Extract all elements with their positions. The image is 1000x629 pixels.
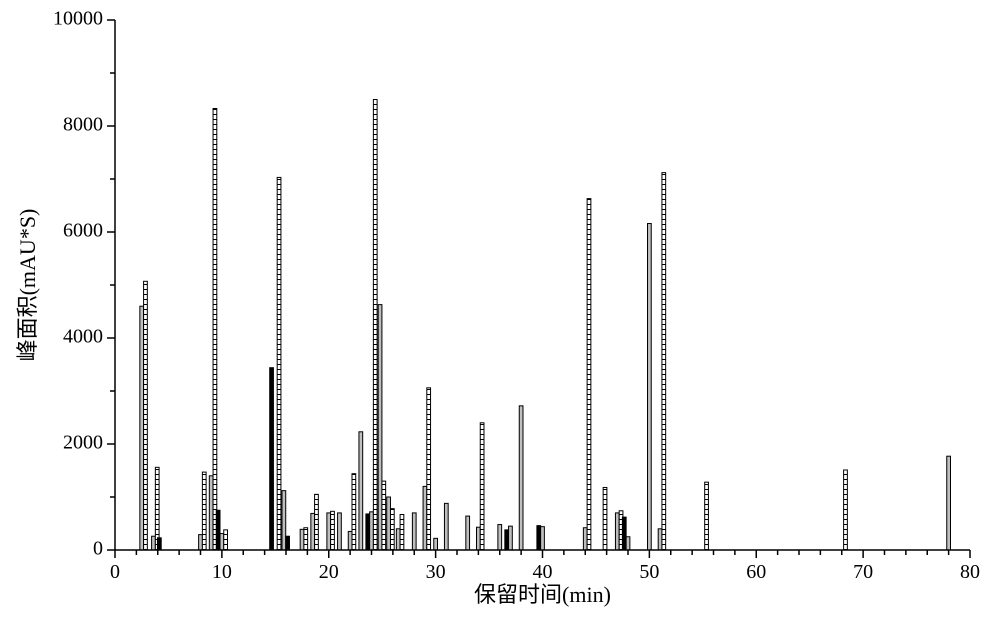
bar (157, 538, 161, 550)
bar (282, 491, 286, 550)
bar (382, 481, 386, 550)
x-tick-label: 0 (110, 561, 120, 583)
bar (537, 526, 541, 550)
bar (202, 472, 206, 550)
bar (498, 525, 502, 550)
bar (519, 406, 523, 550)
y-tick-label: 0 (93, 538, 103, 560)
x-tick-label: 20 (319, 561, 339, 583)
bar (199, 535, 203, 550)
bar (648, 224, 652, 550)
bar (947, 456, 951, 550)
bar (144, 281, 148, 550)
bar (615, 513, 619, 550)
bar (220, 534, 224, 550)
x-axis-label: 保留时间(min) (474, 582, 611, 607)
y-tick-label: 2000 (63, 432, 103, 454)
bar (400, 514, 404, 550)
bar (378, 305, 382, 550)
chart-container: 0 2000 4000 6000 8000 10000 0 10 20 30 40 50 60 70 80 保… (0, 0, 1000, 629)
bar (327, 513, 331, 550)
bar (359, 432, 363, 550)
y-tick-label: 6000 (63, 220, 103, 242)
x-tick-label: 80 (960, 561, 980, 583)
bar (587, 199, 591, 550)
bar (277, 177, 281, 550)
bar (286, 536, 290, 550)
bar (626, 537, 630, 550)
bar (390, 509, 394, 550)
bar (505, 530, 509, 550)
x-tick-label: 60 (746, 561, 766, 583)
bar (140, 306, 144, 550)
bar (434, 538, 438, 550)
bar (216, 510, 220, 550)
bar (373, 100, 377, 551)
bar (152, 536, 156, 550)
bar (427, 388, 431, 550)
bar (423, 486, 427, 550)
bar (396, 529, 400, 550)
y-tick-label: 10000 (53, 8, 103, 30)
bar (705, 482, 709, 550)
bar (658, 529, 662, 550)
bar (412, 513, 416, 550)
x-tick-label: 40 (533, 561, 553, 583)
bar (366, 514, 370, 550)
y-axis-label: 峰面积(mAU*S) (15, 209, 40, 362)
bar (509, 526, 513, 550)
bar (213, 109, 217, 550)
bar (209, 476, 213, 550)
x-tick-label: 10 (212, 561, 232, 583)
bar (311, 513, 315, 550)
bar (480, 423, 484, 550)
bar (270, 368, 274, 550)
x-tick-label: 50 (639, 561, 659, 583)
bar (300, 529, 304, 550)
x-tick-label: 70 (853, 561, 873, 583)
bar (387, 497, 391, 550)
y-tick-label: 8000 (63, 114, 103, 136)
y-tick-label: 4000 (63, 326, 103, 348)
bar (541, 527, 545, 550)
bar (622, 517, 626, 550)
bar (224, 530, 228, 550)
peak-area-bar-chart: 0 2000 4000 6000 8000 10000 0 10 20 30 40 50 60 70 80 保… (0, 0, 1000, 629)
bar (662, 173, 666, 550)
bar (603, 487, 607, 550)
x-tick-label: 30 (426, 561, 446, 583)
bar (583, 528, 587, 550)
bar (844, 470, 848, 550)
bar (315, 494, 319, 550)
bar (466, 516, 470, 550)
bar (370, 512, 374, 550)
bar (304, 528, 308, 550)
bar (444, 503, 448, 550)
bar (348, 531, 352, 550)
bar (477, 527, 481, 550)
bar (331, 511, 335, 550)
bar (352, 474, 356, 550)
bar (338, 513, 342, 550)
